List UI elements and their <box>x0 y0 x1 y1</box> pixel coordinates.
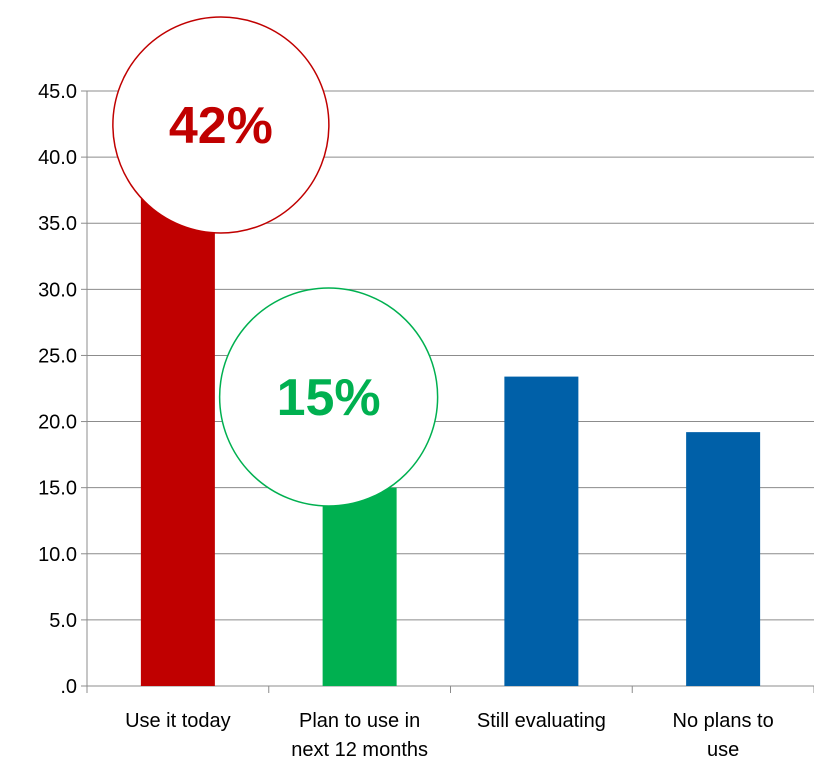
x-tick-label: next 12 months <box>291 739 428 761</box>
y-tick-label: 5.0 <box>49 610 77 632</box>
y-tick-label: 40.0 <box>38 147 77 169</box>
bar <box>686 432 761 686</box>
x-tick-label: Still evaluating <box>477 710 606 732</box>
bar <box>322 487 397 686</box>
x-tick-label: Use it today <box>125 710 231 732</box>
callouts: 42% 15% <box>112 16 439 507</box>
callout-label: 15% <box>277 369 381 427</box>
callout-label: 42% <box>169 97 273 155</box>
labels: .0 5.0 10.0 15.0 20.0 25.0 30.0 35.0 40.0 45.0 Use… <box>38 81 774 761</box>
x-tick-label: use <box>707 739 739 761</box>
y-tick-label: 25.0 <box>38 345 77 367</box>
y-tick-label: .0 <box>60 676 77 698</box>
x-tick-label: No plans to <box>673 710 774 732</box>
bar <box>504 376 579 686</box>
y-tick-label: 15.0 <box>38 478 77 500</box>
y-tick-label: 10.0 <box>38 544 77 566</box>
y-tick-label: 45.0 <box>38 81 77 103</box>
callout-circle <box>218 287 439 507</box>
x-tick-label: Plan to use in <box>299 710 420 732</box>
y-tick-label: 30.0 <box>38 279 77 301</box>
callout-circle <box>112 16 330 234</box>
y-tick-label: 35.0 <box>38 213 77 235</box>
y-tick-label: 20.0 <box>38 412 77 434</box>
